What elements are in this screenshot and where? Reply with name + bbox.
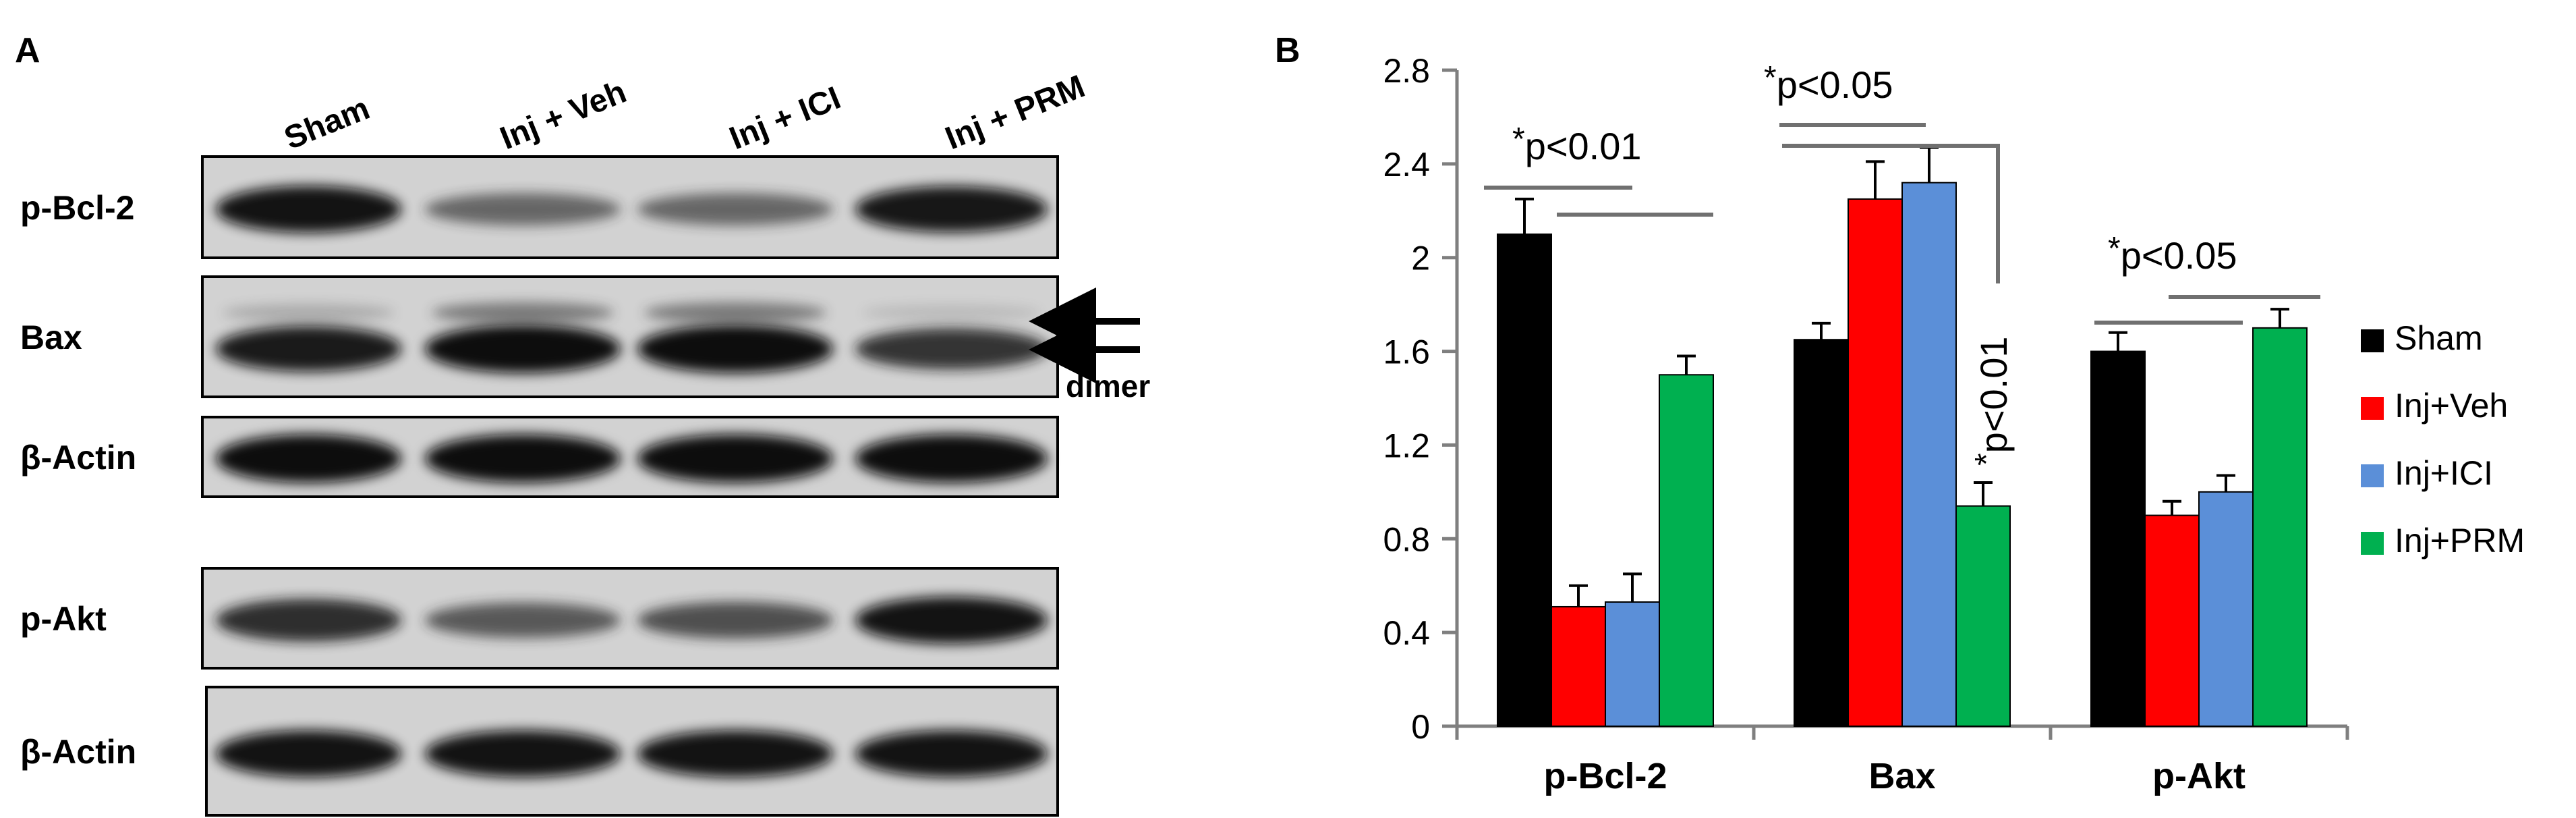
band xyxy=(855,597,1048,644)
legend-swatch xyxy=(2361,329,2384,352)
blot-row: β-Actin xyxy=(20,416,1059,498)
x-axis: p-Bcl-2 Bax p-Akt xyxy=(1455,724,2349,796)
bar xyxy=(1848,198,1903,727)
bar xyxy=(1794,339,1849,727)
lane-label: Inj + ICI xyxy=(724,80,845,157)
blot-label: β-Actin xyxy=(20,733,136,771)
legend-label: Sham xyxy=(2395,319,2483,357)
legend-swatch xyxy=(2361,397,2384,420)
legend-label: Inj+Veh xyxy=(2395,387,2508,425)
bar xyxy=(2144,514,2200,727)
y-tick-label: 0.8 xyxy=(1383,520,1430,558)
dimer-band xyxy=(862,304,1041,321)
blot-row: β-Actin xyxy=(20,686,1059,817)
sig-label-bax-rotated: *p<0.01 xyxy=(1969,336,2015,466)
y-axis: 0 0.4 0.8 1.2 1.6 2 2.4 2.8 xyxy=(1383,52,1459,746)
bar xyxy=(2252,327,2308,728)
bar xyxy=(2090,350,2146,727)
band xyxy=(637,434,833,483)
x-category-label: Bax xyxy=(1868,756,1935,796)
x-category-label: p-Akt xyxy=(2152,756,2245,796)
dimer-arrows: dimer xyxy=(1029,288,1150,404)
legend: Sham Inj+Veh Inj+ICI Inj+PRM xyxy=(2361,319,2525,560)
band xyxy=(637,730,833,778)
legend-swatch xyxy=(2361,464,2384,487)
bar xyxy=(1901,182,1957,727)
y-tick-label: 1.6 xyxy=(1383,333,1430,371)
bar xyxy=(1659,374,1714,727)
blot-rows: p-Bcl-2 Bax β-Actin p-Akt β-Actin xyxy=(20,155,1059,817)
blot-label: p-Bcl-2 xyxy=(20,189,134,227)
sig-label-bax: *p<0.05 xyxy=(1764,60,1893,106)
band xyxy=(216,434,401,483)
bars xyxy=(1497,146,2308,728)
band xyxy=(425,602,621,638)
bar xyxy=(1497,234,1552,727)
sig-line xyxy=(1782,144,2000,283)
western-blot-panel: A Sham Inj + Veh Inj + ICI Inj + PRM p-Bcl-… xyxy=(15,31,1150,817)
sig-label-pakt: *p<0.05 xyxy=(2108,231,2237,277)
band xyxy=(216,599,401,642)
lane-label: Inj + Veh xyxy=(495,74,631,157)
blot-label: β-Actin xyxy=(20,439,136,476)
dimer-band xyxy=(432,302,614,323)
lane-label: Sham xyxy=(279,90,374,157)
x-category-label: p-Bcl-2 xyxy=(1543,756,1667,796)
bar-chart-panel: B 0 0.4 0.8 1.2 1.6 2 2.4 2.8 p-Bcl-2 Bax p-Akt *… xyxy=(1275,31,2525,796)
dimer-label: dimer xyxy=(1066,369,1150,404)
band xyxy=(216,326,401,372)
legend-label: Inj+ICI xyxy=(2395,454,2493,492)
band xyxy=(855,730,1048,778)
band xyxy=(637,601,833,639)
band xyxy=(637,324,833,373)
bar xyxy=(2198,491,2254,727)
dimer-band xyxy=(223,304,395,321)
band xyxy=(855,328,1048,370)
panel-a-label: A xyxy=(15,31,40,70)
lane-label: Inj + PRM xyxy=(940,69,1089,157)
band xyxy=(425,324,621,373)
y-tick-label: 2 xyxy=(1411,240,1430,277)
sig-label-pbcl2: *p<0.01 xyxy=(1512,121,1642,167)
band xyxy=(216,730,401,778)
band xyxy=(855,186,1048,233)
band xyxy=(425,434,621,483)
bar xyxy=(1605,601,1660,727)
band xyxy=(855,434,1048,483)
y-tick-label: 0 xyxy=(1411,708,1430,746)
bar xyxy=(1955,505,2011,728)
bar xyxy=(1551,605,1606,728)
significance-annotations: *p<0.01 *p<0.05 *p<0.01 *p<0.05 xyxy=(1484,60,2320,466)
blot-label: p-Akt xyxy=(20,600,107,638)
y-tick-label: 1.2 xyxy=(1383,427,1430,464)
blot-row: p-Akt xyxy=(20,567,1059,670)
y-tick-label: 2.4 xyxy=(1383,146,1430,184)
band xyxy=(216,186,401,233)
y-tick-label: 0.4 xyxy=(1383,614,1430,652)
panel-b-label: B xyxy=(1275,31,1300,70)
band xyxy=(637,193,833,225)
blot-row: p-Bcl-2 xyxy=(20,155,1059,259)
dimer-band xyxy=(644,302,826,323)
blot-row: Bax xyxy=(20,275,1059,398)
lane-labels: Sham Inj + Veh Inj + ICI Inj + PRM xyxy=(279,69,1089,157)
band xyxy=(425,193,621,225)
blot-label: Bax xyxy=(20,319,82,356)
legend-swatch xyxy=(2361,532,2384,555)
legend-label: Inj+PRM xyxy=(2395,522,2525,560)
y-tick-label: 2.8 xyxy=(1383,52,1430,90)
band xyxy=(425,730,621,778)
